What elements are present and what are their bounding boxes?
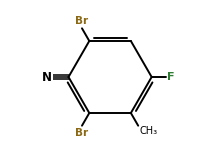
Text: Br: Br [75,128,88,138]
Text: Br: Br [75,16,88,26]
Text: F: F [167,72,175,82]
Text: N: N [42,71,52,83]
Text: CH₃: CH₃ [140,126,158,136]
